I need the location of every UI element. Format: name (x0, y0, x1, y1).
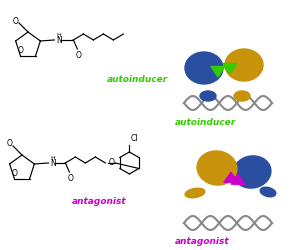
Text: antagonist: antagonist (175, 237, 230, 246)
Text: Cl: Cl (130, 134, 138, 143)
Text: O: O (68, 174, 73, 183)
Text: O: O (18, 46, 24, 55)
Ellipse shape (234, 91, 250, 101)
Polygon shape (211, 66, 225, 77)
Polygon shape (223, 64, 237, 74)
Text: N: N (50, 160, 56, 168)
Ellipse shape (233, 156, 271, 188)
Ellipse shape (260, 187, 276, 197)
Text: autoinducer: autoinducer (107, 75, 168, 84)
Polygon shape (231, 174, 245, 184)
Ellipse shape (225, 49, 263, 81)
Text: O: O (75, 51, 81, 60)
Text: autoinducer: autoinducer (175, 118, 236, 127)
Ellipse shape (197, 151, 237, 185)
Ellipse shape (185, 52, 223, 84)
Text: O: O (108, 158, 114, 168)
Text: antagonist: antagonist (72, 197, 127, 206)
Ellipse shape (185, 188, 205, 198)
Text: H: H (56, 34, 61, 38)
Polygon shape (224, 172, 238, 182)
Text: H: H (50, 156, 55, 162)
Text: O: O (7, 140, 13, 148)
Ellipse shape (200, 91, 216, 101)
Text: N: N (56, 36, 62, 46)
Text: O: O (12, 169, 18, 178)
Text: O: O (13, 16, 19, 26)
